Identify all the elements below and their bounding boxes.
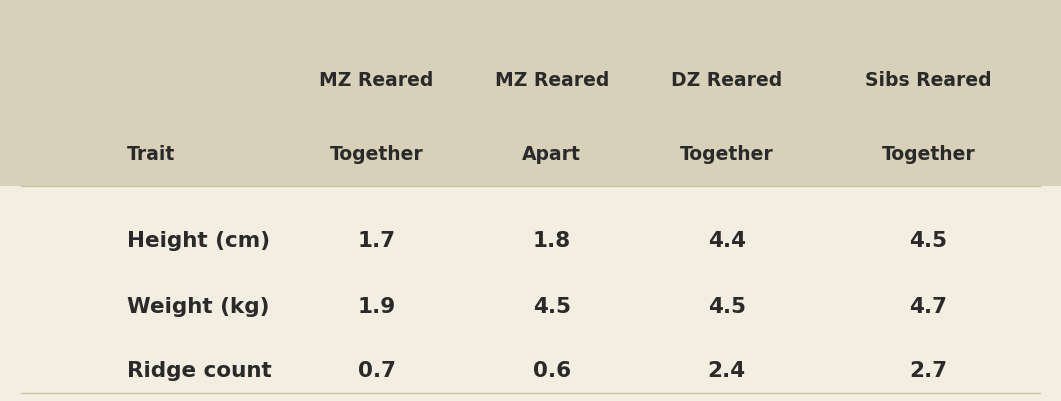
- Text: Trait: Trait: [127, 145, 175, 164]
- Text: 2.7: 2.7: [909, 361, 947, 381]
- Text: 0.6: 0.6: [533, 361, 571, 381]
- Text: Together: Together: [330, 145, 423, 164]
- Bar: [0, 186, 1061, 401]
- Text: Apart: Apart: [522, 145, 581, 164]
- Text: Together: Together: [882, 145, 975, 164]
- Text: 1.8: 1.8: [533, 231, 571, 251]
- Text: Height (cm): Height (cm): [127, 231, 271, 251]
- Text: 4.5: 4.5: [533, 297, 571, 317]
- Text: 4.7: 4.7: [909, 297, 947, 317]
- Text: 4.5: 4.5: [708, 297, 746, 317]
- Text: 1.9: 1.9: [358, 297, 396, 317]
- Text: MZ Reared: MZ Reared: [319, 71, 434, 90]
- Text: Weight (kg): Weight (kg): [127, 297, 269, 317]
- Text: Sibs Reared: Sibs Reared: [865, 71, 992, 90]
- Text: Ridge count: Ridge count: [127, 361, 272, 381]
- Text: 2.4: 2.4: [708, 361, 746, 381]
- Text: 0.7: 0.7: [358, 361, 396, 381]
- Text: Together: Together: [680, 145, 773, 164]
- Text: DZ Reared: DZ Reared: [672, 71, 782, 90]
- Text: MZ Reared: MZ Reared: [494, 71, 609, 90]
- Text: 4.5: 4.5: [909, 231, 947, 251]
- Text: 1.7: 1.7: [358, 231, 396, 251]
- Text: 4.4: 4.4: [708, 231, 746, 251]
